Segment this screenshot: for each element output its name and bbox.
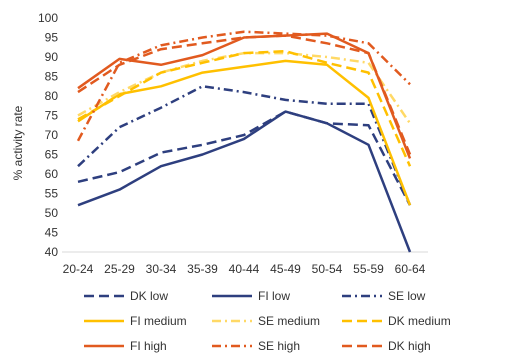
x-axis-ticks: 20-24 25-29 30-34 35-39 40-44 45-49 50-54 55-59… [63,262,426,276]
y-tick-label: 55 [45,187,59,201]
legend-label: FI high [130,339,167,353]
y-tick-label: 75 [45,109,59,123]
x-tick-label: 60-64 [395,262,426,276]
legend-label: DK medium [388,314,451,328]
x-tick-label: 45-49 [270,262,301,276]
legend-label: FI medium [130,314,187,328]
x-tick-label: 55-59 [353,262,384,276]
legend: DK low FI low SE low FI medium SE medium DK m… [84,289,451,353]
legend-label: SE high [258,339,300,353]
x-tick-label: 30-34 [146,262,177,276]
series-line [77,110,412,253]
y-axis-title: % activity rate [11,105,25,180]
y-tick-label: 70 [45,128,59,142]
y-tick-label: 90 [45,50,59,64]
x-tick-label: 35-39 [187,262,218,276]
x-tick-label: 25-29 [104,262,135,276]
legend-label: FI low [258,289,290,303]
y-tick-label: 60 [45,167,59,181]
series-line [76,30,411,142]
series-line [77,49,412,167]
y-tick-label: 50 [45,206,59,220]
legend-label: DK high [388,339,431,353]
x-tick-label: 20-24 [63,262,94,276]
series-line [77,51,412,125]
series-line [77,34,412,155]
legend-label: SE medium [258,314,320,328]
x-tick-label: 40-44 [229,262,260,276]
y-tick-label: 100 [38,11,58,25]
y-tick-label: 65 [45,148,59,162]
x-tick-label: 50-54 [312,262,343,276]
y-tick-label: 80 [45,89,59,103]
y-tick-label: 45 [45,226,59,240]
series-lines [76,30,412,253]
y-tick-label: 40 [45,245,59,259]
legend-label: SE low [388,289,426,303]
y-axis-ticks: 40 45 50 55 60 65 70 75 80 85 90 95 100 [38,11,58,259]
y-tick-label: 85 [45,70,59,84]
legend-label: DK low [130,289,168,303]
series-line [77,85,412,206]
series-line [77,59,412,206]
series-line [77,110,412,206]
y-tick-label: 95 [45,31,59,45]
